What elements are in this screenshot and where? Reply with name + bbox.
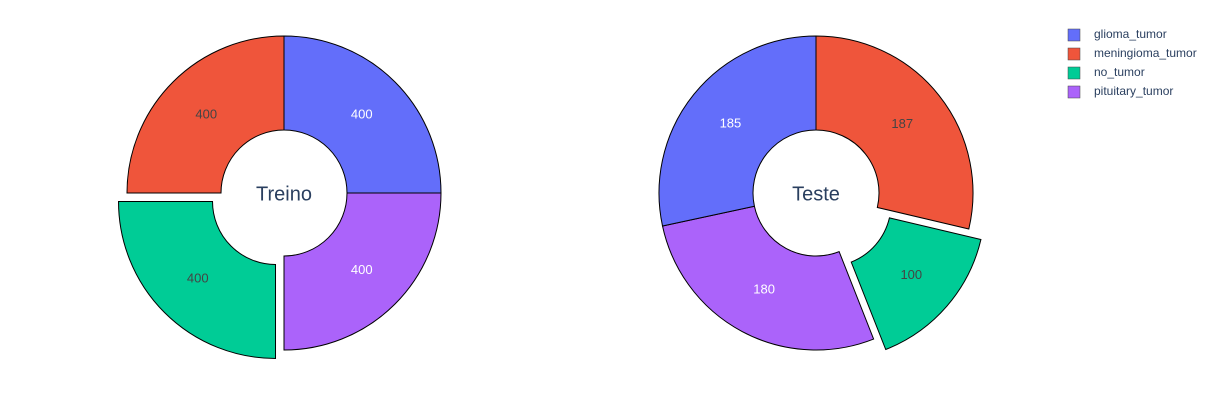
center-label: Treino <box>256 183 312 205</box>
slice-no-tumor[interactable] <box>850 217 982 351</box>
legend-label-glioma-tumor: glioma_tumor <box>1094 27 1167 41</box>
slice-value-label-glioma-tumor: 185 <box>720 115 742 130</box>
slice-value-label-pituitary-tumor: 400 <box>351 262 373 277</box>
slice-glioma-tumor[interactable] <box>658 35 817 227</box>
legend-label-pituitary-tumor: pituitary_tumor <box>1094 84 1173 98</box>
slice-no-tumor[interactable] <box>118 200 277 359</box>
legend-label-no-tumor: no_tumor <box>1094 65 1145 79</box>
slice-value-label-no-tumor: 400 <box>187 271 209 286</box>
center-label: Teste <box>792 183 840 205</box>
slice-value-label-no-tumor: 100 <box>900 267 922 282</box>
slice-meningioma-tumor[interactable] <box>815 35 974 230</box>
legend-swatch-no-tumor <box>1067 66 1081 80</box>
slice-value-label-pituitary-tumor: 180 <box>753 281 775 296</box>
legend-swatch-pituitary-tumor <box>1067 85 1081 99</box>
slice-value-label-glioma-tumor: 400 <box>351 107 373 122</box>
legend: glioma_tumor meningioma_tumor no_tumorpitu… <box>1067 27 1197 99</box>
legend-item-no-tumor[interactable]: no_tumor <box>1067 65 1145 80</box>
slice-value-label-meningioma-tumor: 187 <box>891 116 913 131</box>
slice-pituitary-tumor[interactable] <box>283 192 442 351</box>
legend-item-meningioma-tumor[interactable]: meningioma_tumor <box>1067 46 1197 61</box>
slice-meningioma-tumor[interactable] <box>126 35 285 194</box>
legend-swatch-meningioma-tumor <box>1067 47 1081 61</box>
legend-label-meningioma-tumor: meningioma_tumor <box>1094 46 1197 60</box>
legend-swatch-glioma-tumor <box>1067 28 1081 42</box>
legend-item-glioma-tumor[interactable]: glioma_tumor <box>1067 27 1167 42</box>
slice-value-label-meningioma-tumor: 400 <box>195 107 217 122</box>
slice-pituitary-tumor[interactable] <box>661 205 875 351</box>
legend-item-pituitary-tumor[interactable]: pituitary_tumor <box>1067 84 1173 99</box>
pie-chart-teste: 187 100 180 185 Teste <box>658 35 982 351</box>
slice-glioma-tumor[interactable] <box>283 35 442 194</box>
pie-chart-treino: 400 400 400 400 Treino <box>118 35 442 359</box>
